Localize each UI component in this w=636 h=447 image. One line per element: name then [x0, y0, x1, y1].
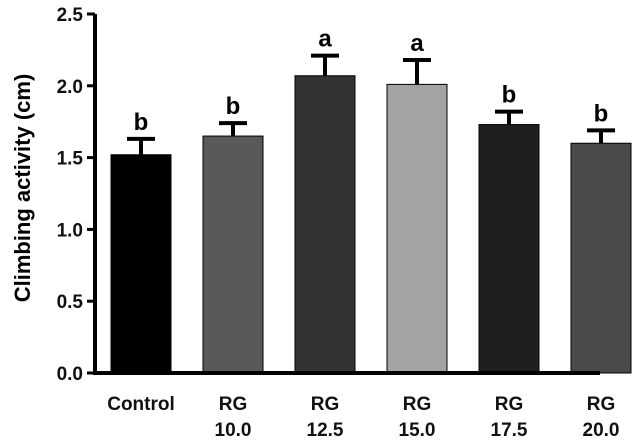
category-label: RG: [495, 394, 524, 415]
bar: [478, 124, 540, 374]
bar: [294, 75, 356, 374]
category-label: Control: [107, 394, 175, 415]
y-axis-title: Climbing activity (cm): [10, 74, 35, 303]
bars: [110, 75, 632, 374]
category-label: 15.0: [399, 420, 436, 441]
y-tick-label: 1.5: [57, 149, 84, 170]
significance-letter: b: [226, 93, 241, 120]
y-tick-label: 2.5: [57, 5, 84, 26]
y-axis-ticks: 0.0 0.5 1.0 1.5 2.0 2.5: [57, 5, 95, 385]
category-label: 10.0: [215, 420, 252, 441]
bar: [110, 154, 172, 374]
x-axis-labels: Control RG 10.0 RG 12.5 RG 15.0 RG 17.5 RG 20.0: [107, 394, 619, 441]
category-label: RG: [403, 394, 432, 415]
error-bars: [127, 53, 615, 155]
category-label: RG: [219, 394, 248, 415]
significance-letter: a: [410, 30, 424, 57]
category-label: RG: [311, 394, 340, 415]
category-label: 17.5: [491, 420, 528, 441]
y-tick-label: 0.5: [57, 292, 84, 313]
category-label: 12.5: [307, 420, 344, 441]
significance-letter: b: [594, 100, 609, 127]
bar: [570, 142, 632, 374]
significance-letter: b: [134, 109, 149, 136]
significance-letter: b: [502, 82, 517, 109]
y-tick-label: 2.0: [57, 77, 83, 98]
y-tick-label: 0.0: [57, 364, 83, 385]
significance-letters: b b a a b b: [134, 26, 609, 136]
category-label: RG: [587, 394, 616, 415]
bar: [386, 83, 448, 374]
category-label: 20.0: [583, 420, 620, 441]
y-tick-label: 1.0: [57, 220, 83, 241]
significance-letter: a: [318, 26, 332, 53]
bar: [202, 135, 264, 374]
